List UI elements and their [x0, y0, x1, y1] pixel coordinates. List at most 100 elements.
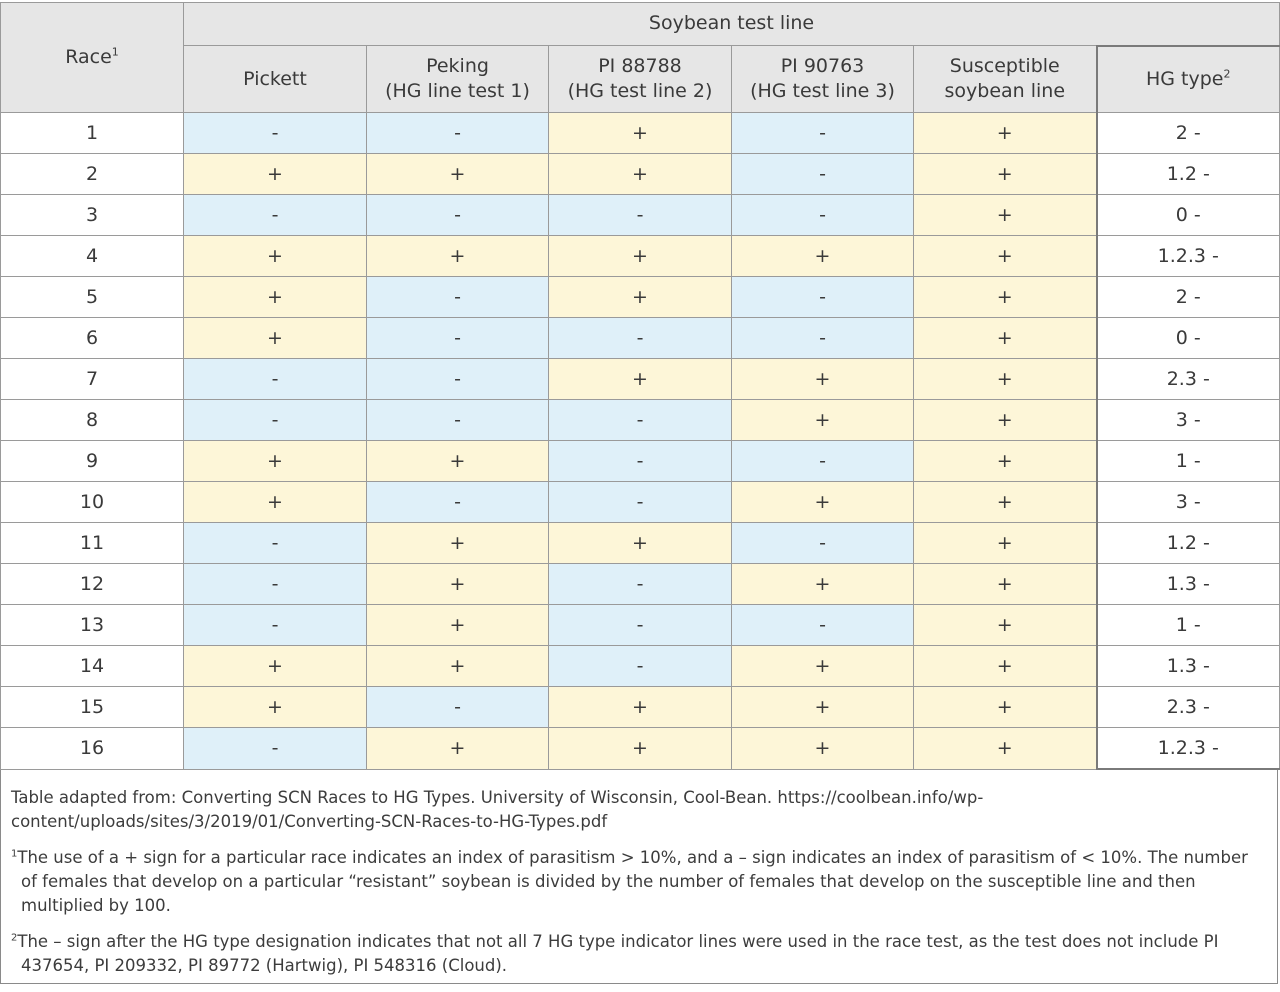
result-cell: -	[366, 399, 549, 441]
soybean-test-line-header: Soybean test line	[182, 2, 1280, 46]
hg-type-cell: 1.2 -	[1095, 522, 1280, 564]
race-cell: 16	[0, 727, 184, 770]
result-cell: +	[913, 399, 1097, 441]
hg-type-cell: 3 -	[1095, 399, 1280, 441]
result-cell: +	[731, 563, 914, 605]
table-notes: Table adapted from: Converting SCN Races…	[11, 786, 1261, 990]
column-header: Pickett	[183, 45, 367, 113]
result-cell: -	[366, 276, 549, 318]
result-cell: +	[548, 686, 732, 728]
table-row: 5 + - + - +2 -	[0, 276, 1280, 318]
result-cell: -	[731, 276, 914, 318]
hg-type-cell: 0 -	[1095, 194, 1280, 236]
column-header: Susceptible soybean line	[913, 45, 1097, 113]
result-cell: +	[548, 358, 732, 400]
result-cell: +	[731, 727, 914, 770]
race-cell: 7	[0, 358, 184, 400]
table-row: 1- - + - +2 -	[0, 112, 1280, 154]
result-cell: -	[183, 358, 367, 400]
result-cell: -	[548, 194, 732, 236]
hg-type-cell: 1.2.3 -	[1095, 727, 1280, 770]
table-body: 1- - + - +2 -2 + + + - +1.2 -3- - - - +0 -4 + + + + +1.2.3…	[0, 112, 1280, 770]
result-cell: +	[366, 440, 549, 482]
result-cell: +	[913, 604, 1097, 646]
result-cell: -	[731, 604, 914, 646]
race-cell: 2	[0, 153, 184, 195]
result-cell: -	[548, 481, 732, 523]
result-cell: +	[913, 522, 1097, 564]
result-cell: +	[548, 153, 732, 195]
hg-type-cell: 2 -	[1095, 276, 1280, 318]
result-cell: -	[366, 194, 549, 236]
result-cell: -	[183, 563, 367, 605]
hg-type-cell: 1.3 -	[1095, 563, 1280, 605]
result-cell: +	[548, 235, 732, 277]
hg-type-cell: 0 -	[1095, 317, 1280, 359]
hg-type-cell: 2.3 -	[1095, 358, 1280, 400]
result-cell: +	[731, 686, 914, 728]
table-row: 6 + - - - +0 -	[0, 317, 1280, 359]
result-cell: +	[731, 481, 914, 523]
result-cell: +	[366, 563, 549, 605]
hg-type-cell: 2.3 -	[1095, 686, 1280, 728]
table-row: 12- + - + +1.3 -	[0, 563, 1280, 605]
hg-type-cell: 1.2 -	[1095, 153, 1280, 195]
hg-type-cell: 1 -	[1095, 440, 1280, 482]
column-header: PI 90763 (HG test line 3)	[731, 45, 914, 113]
result-cell: -	[731, 440, 914, 482]
race-cell: 11	[0, 522, 184, 564]
hg-type-cell: 2 -	[1095, 112, 1280, 154]
result-cell: +	[183, 440, 367, 482]
table-row: 8- - - + +3 -	[0, 399, 1280, 441]
footnote-1: 1The use of a + sign for a particular ra…	[11, 848, 1248, 915]
result-cell: +	[913, 235, 1097, 277]
result-cell: -	[548, 563, 732, 605]
race-cell: 8	[0, 399, 184, 441]
table-row: 16- + + + +1.2.3 -	[0, 727, 1280, 770]
result-cell: +	[913, 112, 1097, 154]
result-cell: +	[913, 727, 1097, 770]
race-cell: 12	[0, 563, 184, 605]
result-cell: -	[366, 686, 549, 728]
table-row: 7- - + + +2.3 -	[0, 358, 1280, 400]
hg-type-cell: 3 -	[1095, 481, 1280, 523]
race-cell: 5	[0, 276, 184, 318]
table-row: 10 + - - + +3 -	[0, 481, 1280, 523]
result-cell: +	[183, 276, 367, 318]
hg-type-cell: 1.3 -	[1095, 645, 1280, 687]
result-cell: +	[913, 153, 1097, 195]
result-cell: +	[913, 440, 1097, 482]
result-cell: -	[183, 522, 367, 564]
result-cell: +	[366, 153, 549, 195]
table-row: 11- + + - +1.2 -	[0, 522, 1280, 564]
result-cell: -	[548, 645, 732, 687]
race-cell: 10	[0, 481, 184, 523]
race-cell: 6	[0, 317, 184, 359]
result-cell: +	[183, 235, 367, 277]
result-cell: +	[366, 727, 549, 770]
column-header: PI 88788 (HG test line 2)	[548, 45, 732, 113]
table-row: 4 + + + + +1.2.3 -	[0, 235, 1280, 277]
race-cell: 13	[0, 604, 184, 646]
race-cell: 1	[0, 112, 184, 154]
result-cell: -	[731, 153, 914, 195]
result-cell: +	[366, 522, 549, 564]
result-cell: +	[913, 563, 1097, 605]
hg-type-header: HG type2	[1095, 44, 1280, 113]
race-header: Race1	[0, 2, 184, 113]
table-row: 14 + + - + +1.3 -	[0, 645, 1280, 687]
result-cell: +	[913, 358, 1097, 400]
result-cell: +	[548, 727, 732, 770]
result-cell: -	[731, 522, 914, 564]
result-cell: +	[731, 235, 914, 277]
race-cell: 3	[0, 194, 184, 236]
result-cell: +	[731, 645, 914, 687]
result-cell: -	[548, 399, 732, 441]
result-cell: +	[913, 194, 1097, 236]
result-cell: +	[183, 645, 367, 687]
result-cell: +	[366, 604, 549, 646]
table-row: 9 + + - - +1 -	[0, 440, 1280, 482]
result-cell: +	[913, 317, 1097, 359]
result-cell: +	[548, 522, 732, 564]
result-cell: -	[183, 727, 367, 770]
